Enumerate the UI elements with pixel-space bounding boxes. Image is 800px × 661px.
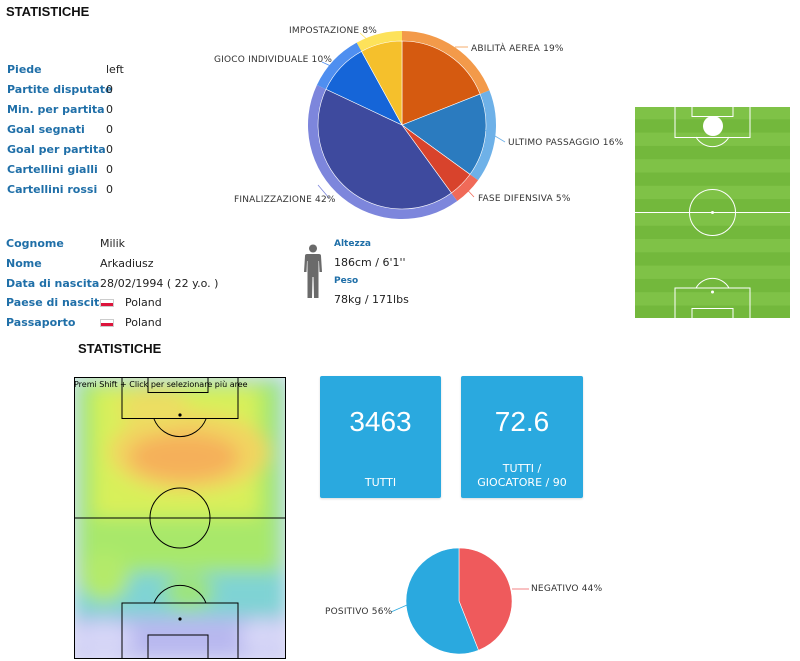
pie-slice-impostazione[interactable] [361, 40, 403, 126]
stat-value-yellow-cards: 0 [106, 163, 113, 176]
pie-leader-line-impostazione [359, 32, 371, 43]
stat-value-matches: 0 [106, 83, 113, 96]
pie-label-abilita-aerea: ABILITÀ AEREA 19% [471, 44, 564, 54]
weight-value: 78kg / 171lbs [334, 293, 409, 306]
stat-value-goals: 0 [106, 123, 113, 136]
pie-slice-positivo[interactable] [405, 547, 479, 655]
bio-label-country: Paese di nascita [6, 296, 107, 309]
pie-slice-finalizzazione[interactable] [317, 88, 452, 210]
tile-total-caption: TUTTI [364, 476, 397, 489]
stat-value-minutes: 0 [106, 103, 113, 116]
page-title: STATISTICHE [6, 4, 90, 19]
body-silhouette-icon [304, 244, 322, 298]
stat-label-yellow-cards: Cartellini gialli [7, 163, 98, 176]
bio-label-passport: Passaporto [6, 316, 76, 329]
tile-per-90: 72.6 TUTTI / GIOCATORE / 90 [461, 376, 583, 498]
bio-value-name: Arkadiusz [100, 257, 154, 270]
position-pitch [634, 106, 791, 319]
pie-label-fase-difensiva: FASE DIFENSIVA 5% [478, 194, 571, 204]
heatmap-hint: Premi Shift + Click per selezionare più … [74, 380, 248, 389]
stat-label-foot: Piede [7, 63, 42, 76]
pie-ring-fase-difensiva [451, 174, 479, 202]
pie-slice-negativo[interactable] [458, 547, 513, 651]
stat-label-matches: Partite disputate [7, 83, 113, 96]
bio-label-name: Nome [6, 257, 42, 270]
bio-label-birth: Data di nascita [6, 277, 100, 290]
pie-label-impostazione: IMPOSTAZIONE 8% [289, 26, 378, 36]
pie-slice-abilita-aerea[interactable] [401, 40, 481, 126]
height-value: 186cm / 6'1'' [334, 256, 406, 269]
pie-leader-line-finalizzazione [317, 184, 330, 199]
pie-ring-impostazione [356, 31, 402, 52]
bio-value-birth: 28/02/1994 ( 22 y.o. ) [100, 277, 219, 290]
tile-total-value: 3463 [349, 406, 412, 437]
heatmap-pitch[interactable] [74, 377, 286, 659]
pie2-label-negativo: NEGATIVO 44% [531, 584, 603, 594]
pie-leader-line-fase-difensiva [460, 182, 475, 198]
poland-flag-icon [100, 299, 114, 307]
tile-per-90-caption: TUTTI / GIOCATORE / 90 [477, 462, 567, 489]
bio-label-surname: Cognome [6, 237, 64, 250]
pie2-label-positivo: POSITIVO 56% [325, 607, 393, 617]
pie-ring-finalizzazione [308, 84, 458, 219]
stat-label-goals-per-match: Goal per partita [7, 143, 106, 156]
pie-label-gioco-individuale: GIOCO INDIVIDUALE 10% [214, 55, 333, 65]
pie-leader-line-positivo [390, 604, 408, 613]
pie-label-ultimo-passaggio: ULTIMO PASSAGGIO 16% [508, 138, 624, 148]
stat-value-goals-per-match: 0 [106, 143, 113, 156]
bio-value-country: Poland [100, 296, 162, 309]
stat-value-red-cards: 0 [106, 183, 113, 196]
stat-label-red-cards: Cartellini rossi [7, 183, 98, 196]
pie-leader-line-gioco-individuale [321, 61, 336, 69]
stat-label-goals: Goal segnati [7, 123, 85, 136]
pie-ring-abilita-aerea [402, 31, 490, 95]
player-position-marker [703, 116, 723, 136]
pie-ring-ultimo-passaggio [469, 90, 496, 181]
tile-total: 3463 TUTTI [320, 376, 441, 498]
pie-label-finalizzazione: FINALIZZAZIONE 42% [234, 195, 336, 205]
tile-per-90-value: 72.6 [494, 406, 550, 437]
bio-value-surname: Milik [100, 237, 126, 250]
weight-label: Peso [334, 276, 359, 286]
height-label: Altezza [334, 239, 372, 249]
pie-ring-gioco-individuale [316, 42, 362, 90]
section-title-stats: STATISTICHE [78, 341, 162, 356]
bio-value-passport: Poland [100, 316, 162, 329]
poland-flag-icon [100, 319, 114, 327]
stat-value-foot: left [106, 63, 124, 76]
pie-leader-line-ultimo-passaggio [484, 129, 506, 143]
stat-label-minutes: Min. per partita [7, 103, 105, 116]
pie-slice-ultimo-passaggio[interactable] [401, 93, 487, 175]
